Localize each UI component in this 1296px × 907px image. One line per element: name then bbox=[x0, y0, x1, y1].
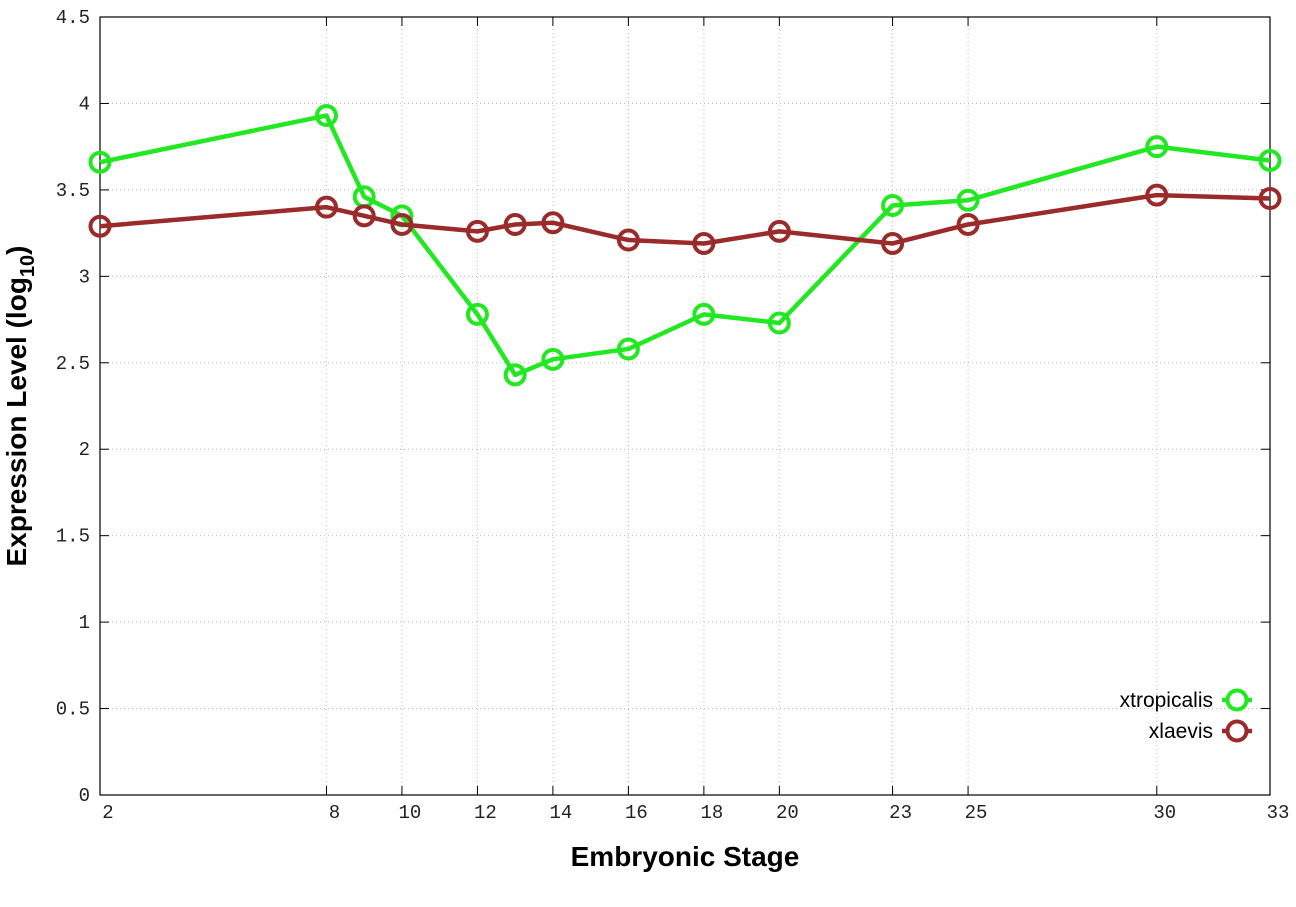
x-tick-label: 30 bbox=[1153, 802, 1176, 824]
point-marker bbox=[767, 311, 791, 335]
point-marker bbox=[1145, 183, 1169, 207]
point-marker bbox=[692, 302, 716, 326]
point-marker bbox=[503, 212, 527, 236]
y-tick-label: 4 bbox=[79, 93, 90, 115]
point-marker bbox=[88, 150, 112, 174]
point-marker bbox=[541, 211, 565, 235]
point-marker bbox=[767, 219, 791, 243]
x-tick-label: 20 bbox=[776, 802, 799, 824]
y-axis-label: Expression Level (log10) bbox=[1, 246, 39, 567]
point-marker bbox=[1145, 135, 1169, 159]
series-line bbox=[99, 192, 1271, 246]
x-tick-label: 12 bbox=[474, 802, 497, 824]
point-marker bbox=[465, 219, 489, 243]
x-tick-label: 16 bbox=[625, 802, 648, 824]
y-tick-label: 0 bbox=[79, 785, 90, 807]
y-axis-label-subscript: 10 bbox=[17, 255, 39, 277]
point-marker bbox=[88, 214, 112, 238]
legend-label: xtropicalis bbox=[1120, 689, 1213, 712]
point-marker bbox=[465, 302, 489, 326]
x-tick-label: 2 bbox=[102, 802, 113, 824]
point-marker bbox=[541, 347, 565, 371]
y-axis-label-text: Expression Level (log bbox=[1, 277, 32, 566]
y-tick-label: 1 bbox=[79, 612, 90, 634]
y-tick-label: 3 bbox=[79, 266, 90, 288]
point-marker bbox=[692, 231, 716, 255]
point-marker bbox=[390, 212, 414, 236]
point-marker bbox=[314, 104, 338, 128]
x-tick-label: 18 bbox=[700, 802, 723, 824]
point-marker bbox=[616, 337, 640, 361]
point-marker bbox=[616, 228, 640, 252]
x-tick-label: 10 bbox=[399, 802, 422, 824]
point-marker bbox=[956, 188, 980, 212]
y-tick-label: 2.5 bbox=[56, 353, 90, 375]
x-tick-label: 25 bbox=[965, 802, 988, 824]
x-tick-label: 8 bbox=[329, 802, 340, 824]
y-tick-label: 3.5 bbox=[56, 180, 90, 202]
x-tick-label: 23 bbox=[889, 802, 912, 824]
legend-marker bbox=[1225, 719, 1249, 743]
y-tick-label: 0.5 bbox=[56, 699, 90, 721]
point-marker bbox=[1258, 187, 1282, 211]
point-marker bbox=[352, 204, 376, 228]
y-tick-label: 4.5 bbox=[56, 7, 90, 29]
plot-frame bbox=[99, 16, 1271, 796]
legend-marker bbox=[1225, 688, 1249, 712]
y-axis-label-suffix: ) bbox=[1, 246, 32, 255]
point-marker bbox=[503, 363, 527, 387]
y-tick-label: 1.5 bbox=[56, 526, 90, 548]
x-tick-label: 14 bbox=[549, 802, 572, 824]
series-line bbox=[99, 113, 1271, 378]
x-axis-label: Embryonic Stage bbox=[571, 841, 800, 872]
point-marker bbox=[314, 195, 338, 219]
y-tick-label: 2 bbox=[79, 439, 90, 461]
point-marker bbox=[352, 185, 376, 209]
point-marker bbox=[1258, 148, 1282, 172]
point-marker bbox=[881, 193, 905, 217]
point-marker bbox=[956, 212, 980, 236]
grid bbox=[99, 16, 1271, 796]
x-tick-label: 33 bbox=[1267, 802, 1290, 824]
legend-label: xlaevis bbox=[1149, 720, 1213, 743]
point-marker bbox=[881, 231, 905, 255]
